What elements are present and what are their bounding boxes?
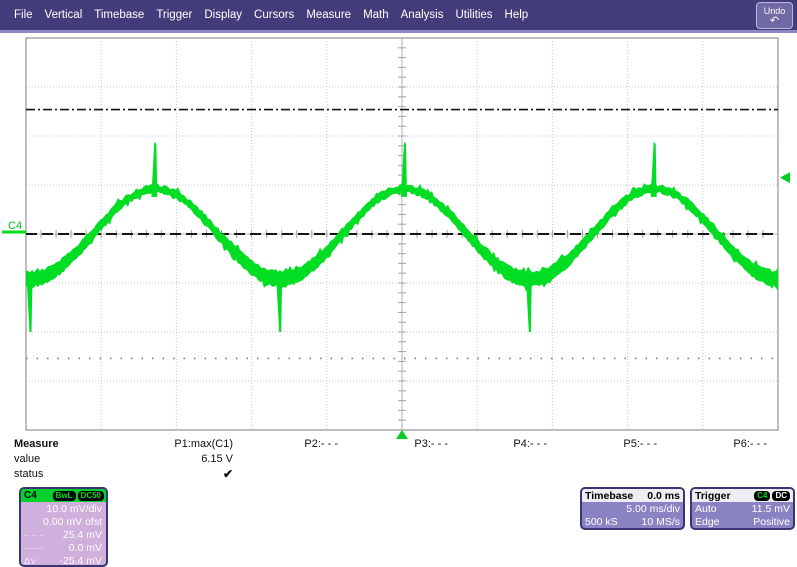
- c4-trace-label[interactable]: C4: [2, 220, 26, 234]
- measure-param-status: [537, 467, 657, 482]
- menu-cursors[interactable]: Cursors: [254, 9, 295, 21]
- timebase-row: 5.00 ms/div: [582, 502, 683, 515]
- measure-col-p5[interactable]: P5:- - -: [537, 437, 657, 482]
- channel-name: C4: [24, 490, 37, 501]
- measure-param-value: [537, 452, 657, 467]
- measure-param-status: [647, 467, 767, 482]
- channel-row-value: 10.0 mV/div: [46, 502, 102, 515]
- trigger-mode: Auto: [695, 502, 717, 515]
- menu-file[interactable]: File: [14, 9, 33, 21]
- channel-setting-row: ----- 0.0 mV: [21, 541, 106, 554]
- measure-value-label: value: [14, 453, 41, 465]
- channel-row-value: 25.4 mV: [62, 528, 102, 541]
- channel-setting-row: Δv -25.4 mV: [21, 554, 106, 567]
- channel-row-prefix: -·-·-: [24, 529, 44, 540]
- crest-spike: [401, 141, 408, 197]
- menu-help[interactable]: Help: [504, 9, 529, 21]
- undo-button[interactable]: Undo ↶: [756, 2, 793, 29]
- channel-header: C4 BwL DC50: [21, 489, 106, 502]
- channel-setting-row: -·-·- 25.4 mV: [21, 528, 106, 541]
- channel-row-prefix: -----: [24, 542, 44, 553]
- channel-row-prefix: Δv: [24, 555, 37, 566]
- measure-param-label: P5:- - -: [623, 438, 657, 450]
- menu-bar: File Vertical Timebase Trigger Display Cursor…: [0, 0, 797, 33]
- menu-trigger[interactable]: Trigger: [156, 9, 193, 21]
- trigger-badge-dc: DC: [772, 490, 790, 501]
- trigger-position-marker[interactable]: [396, 430, 408, 439]
- trough-spike: [276, 277, 283, 332]
- crest-spike: [151, 141, 158, 197]
- measure-col-p3[interactable]: P3:- - -: [328, 437, 448, 482]
- trigger-title: Trigger: [695, 489, 731, 502]
- measure-param-label: P1:max(C1): [174, 438, 233, 450]
- trigger-level-marker[interactable]: [780, 172, 790, 184]
- measure-param-value: [218, 452, 338, 467]
- channel-setting-row: 0.00 mV ofst: [21, 515, 106, 528]
- measure-table: Measure value status P1:max(C1) 6.15 V ✔ P2…: [0, 437, 797, 485]
- measure-param-value: 6.15 V: [201, 453, 233, 465]
- trigger-slope: Positive: [753, 515, 790, 528]
- channel-setting-row: 10.0 mV/div: [21, 502, 106, 515]
- measure-status-label: status: [14, 468, 44, 480]
- channel-row-value: 0.00 mV ofst: [43, 515, 102, 528]
- trigger-badge-c4: C4: [754, 490, 771, 501]
- measure-title: Measure: [14, 438, 59, 450]
- measure-col-p6[interactable]: P6:- - -: [647, 437, 767, 482]
- measure-param-label: P2:- - -: [304, 438, 338, 450]
- measure-param-status: [427, 467, 547, 482]
- menu-timebase[interactable]: Timebase: [94, 9, 145, 21]
- c4-label-text: C4: [8, 220, 22, 232]
- menu-items: File Vertical Timebase Trigger Display Cursor…: [0, 9, 534, 21]
- timebase-title: Timebase: [585, 489, 634, 502]
- trigger-row: Auto 11.5 mV: [692, 502, 793, 515]
- channel-badge-bwl: BwL: [52, 490, 76, 501]
- trigger-level: 11.5 mV: [751, 502, 790, 515]
- channel-row-value: 0.0 mV: [68, 541, 102, 554]
- undo-icon: ↶: [769, 15, 780, 27]
- crest-spike: [650, 141, 657, 197]
- timebase-descriptor[interactable]: Timebase 0.0 ms 5.00 ms/div 500 kS 10 MS…: [580, 487, 685, 530]
- trough-spike: [525, 277, 532, 332]
- c4-trace: [26, 141, 778, 332]
- measure-param-status: ✔: [222, 467, 233, 481]
- menu-display[interactable]: Display: [204, 9, 243, 21]
- trigger-row: Edge Positive: [692, 515, 793, 528]
- timebase-samples: 500 kS: [585, 515, 618, 528]
- menu-vertical[interactable]: Vertical: [44, 9, 83, 21]
- menu-math[interactable]: Math: [363, 9, 389, 21]
- measure-col-p4[interactable]: P4:- - -: [427, 437, 547, 482]
- measure-col-p2[interactable]: P2:- - -: [218, 437, 338, 482]
- measure-param-label: P6:- - -: [733, 438, 767, 450]
- trigger-header: Trigger C4 DC: [692, 489, 793, 502]
- measure-row-labels: Measure value status: [14, 437, 59, 482]
- measure-param-value: [647, 452, 767, 467]
- trigger-badges: C4 DC: [754, 490, 790, 501]
- measure-param-label: P3:- - -: [414, 438, 448, 450]
- trigger-type: Edge: [695, 515, 720, 528]
- channel-settings: 10.0 mV/div 0.00 mV ofst -·-·- 25.4 mV -----…: [21, 502, 106, 567]
- timebase-delay: 0.0 ms: [647, 489, 680, 502]
- channel-descriptor-c4[interactable]: C4 BwL DC50 10.0 mV/div 0.00 mV ofst -·-·- 2…: [19, 487, 108, 567]
- trough-spike: [26, 277, 33, 332]
- measure-param-label: P4:- - -: [513, 438, 547, 450]
- measure-param-value: [427, 452, 547, 467]
- channel-badges: BwL DC50: [52, 490, 104, 501]
- menu-analysis[interactable]: Analysis: [400, 9, 444, 21]
- timebase-row: 500 kS 10 MS/s: [582, 515, 683, 528]
- timebase-scale: 5.00 ms/div: [626, 502, 680, 515]
- trigger-descriptor[interactable]: Trigger C4 DC Auto 11.5 mV Edge Positive: [690, 487, 795, 530]
- channel-badge-dc50: DC50: [77, 490, 104, 501]
- timebase-samplerate: 10 MS/s: [641, 515, 680, 528]
- measure-param-status: [218, 467, 338, 482]
- channel-row-value: -25.4 mV: [59, 554, 102, 567]
- menu-utilities[interactable]: Utilities: [455, 9, 493, 21]
- menu-measure[interactable]: Measure: [306, 9, 352, 21]
- measure-col-p1[interactable]: P1:max(C1) 6.15 V ✔: [113, 437, 233, 482]
- timebase-header: Timebase 0.0 ms: [582, 489, 683, 502]
- undo-label: Undo: [763, 6, 786, 16]
